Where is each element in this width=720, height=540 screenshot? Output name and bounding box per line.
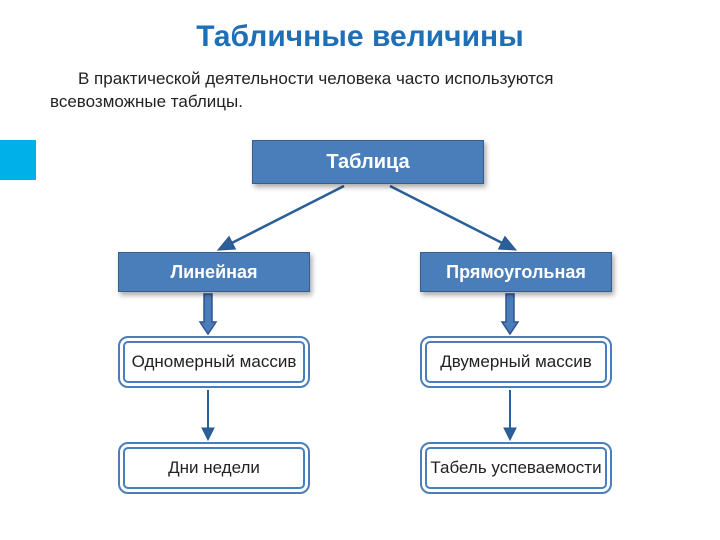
node-root: Таблица — [252, 140, 484, 184]
node-left3: Дни недели — [118, 442, 310, 494]
node-left2: Одномерный массив — [118, 336, 310, 388]
node-right1: Прямоугольная — [420, 252, 612, 292]
node-right3: Табель успеваемости — [420, 442, 612, 494]
node-left1: Линейная — [118, 252, 310, 292]
node-right2: Двумерный массив — [420, 336, 612, 388]
diagram-arrows — [0, 0, 720, 540]
